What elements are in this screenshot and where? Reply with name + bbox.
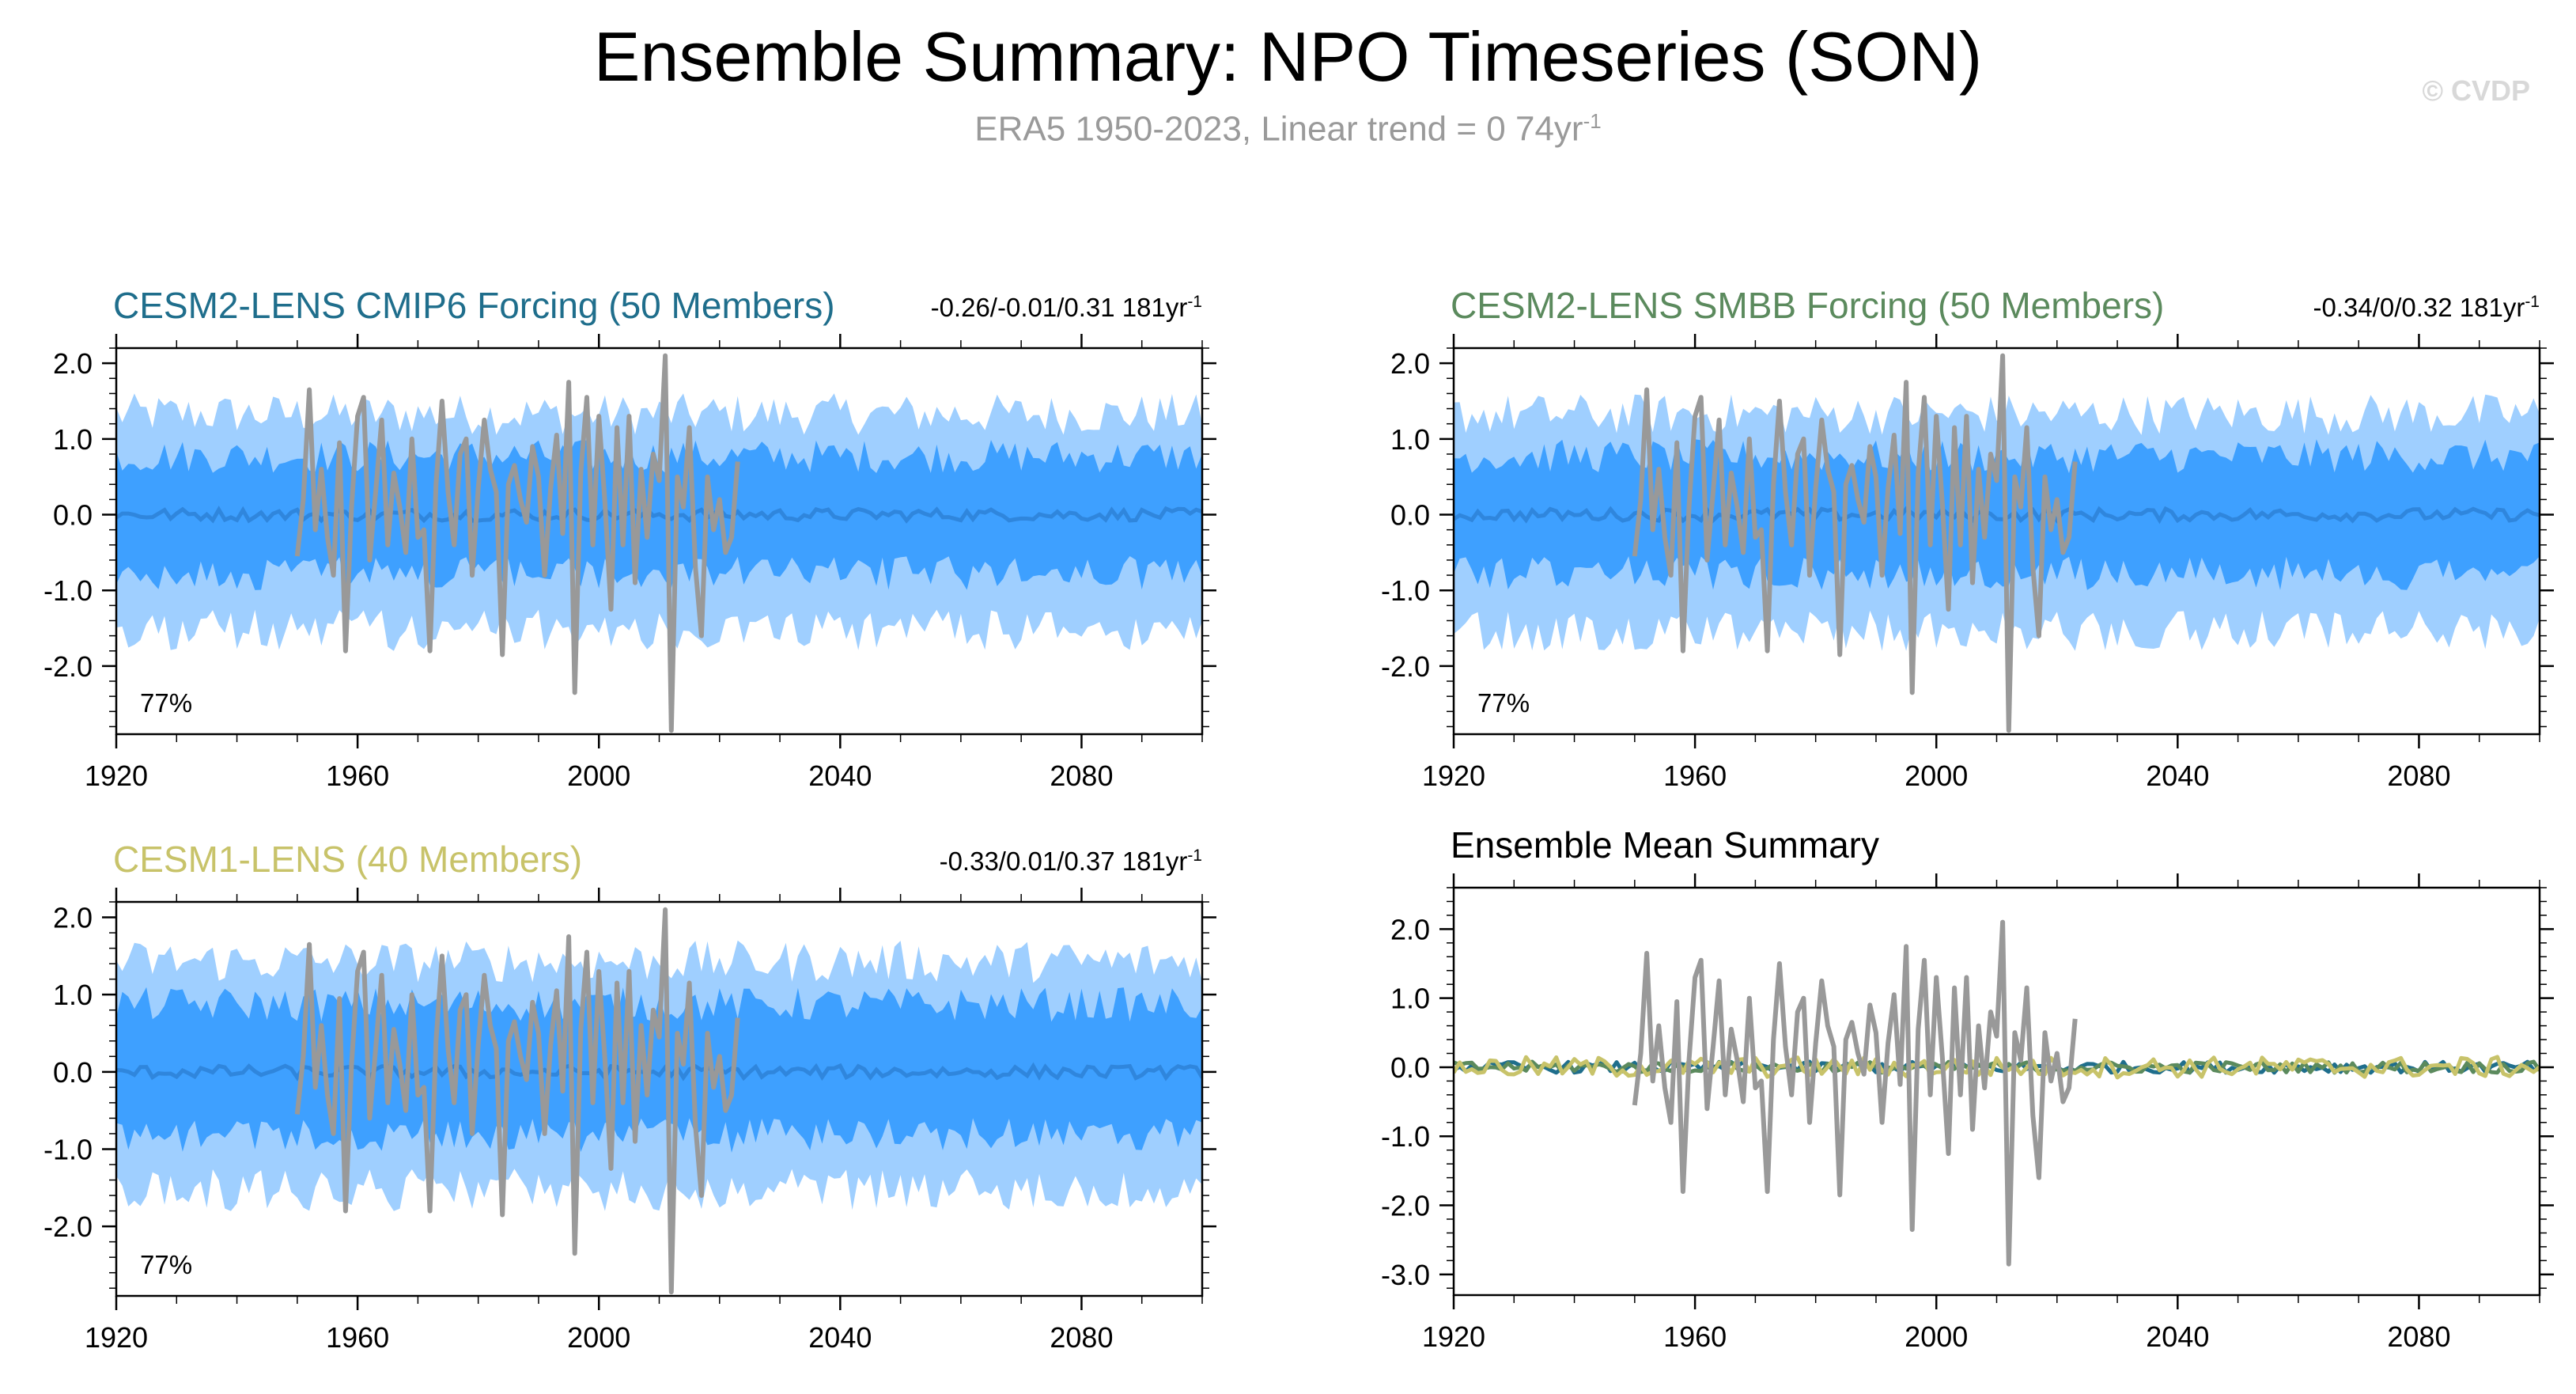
y-tick-label: -3.0 bbox=[1381, 1259, 1430, 1291]
inner-spread-band bbox=[116, 987, 1202, 1153]
inner-spread-band bbox=[1454, 439, 2540, 590]
y-tick-label: 1.0 bbox=[53, 423, 93, 456]
percent-label: 77% bbox=[1477, 688, 1530, 718]
x-tick-label: 2000 bbox=[567, 1321, 630, 1354]
panel-stats-superscript: -1 bbox=[1187, 293, 1202, 311]
panel-stats-superscript: -1 bbox=[2525, 293, 2540, 311]
y-tick-label: 0.0 bbox=[1390, 1051, 1430, 1084]
x-tick-label: 1920 bbox=[1422, 760, 1485, 792]
x-tick-label: 1960 bbox=[326, 1321, 389, 1354]
y-tick-label: 2.0 bbox=[53, 347, 93, 380]
y-tick-label: -1.0 bbox=[44, 574, 93, 607]
panel-title: CESM2-LENS SMBB Forcing (50 Members) bbox=[1451, 285, 2164, 326]
chart-panel-3: CESM1-LENS (40 Members) -0.33/0.01/0.37 1… bbox=[44, 839, 1216, 1354]
plot-area bbox=[1454, 919, 2540, 1267]
subtitle-text: ERA5 1950-2023, Linear trend = 0 74yr bbox=[974, 109, 1583, 149]
x-tick-label: 2000 bbox=[1905, 1320, 1968, 1353]
y-tick-label: 0.0 bbox=[1390, 499, 1430, 532]
y-tick-label: -2.0 bbox=[1381, 650, 1430, 683]
panel-title: CESM2-LENS CMIP6 Forcing (50 Members) bbox=[113, 285, 835, 326]
summary-series-line-2 bbox=[1454, 1059, 2540, 1075]
x-tick-label: 2040 bbox=[808, 1321, 872, 1354]
y-tick-label: -1.0 bbox=[1381, 574, 1430, 607]
percent-label: 77% bbox=[140, 1250, 192, 1279]
percent-label: 77% bbox=[140, 688, 192, 718]
observations-line bbox=[1632, 353, 2078, 733]
panel-stats-superscript: -1 bbox=[1187, 847, 1202, 865]
ensemble-mean-line bbox=[116, 506, 1202, 524]
y-tick-label: -2.0 bbox=[44, 1210, 93, 1243]
plot-area bbox=[116, 907, 1202, 1295]
chart-panel-2: CESM2-LENS SMBB Forcing (50 Members) -0.3… bbox=[1381, 285, 2554, 792]
x-tick-label: 2000 bbox=[1905, 760, 1968, 792]
y-tick-label: -2.0 bbox=[44, 650, 93, 683]
y-tick-label: 1.0 bbox=[1390, 983, 1430, 1015]
panel-stats: -0.33/0.01/0.37 181yr-1 bbox=[940, 847, 1202, 876]
panel-stats: -0.34/0/0.32 181yr-1 bbox=[2313, 293, 2540, 322]
x-tick-label: 1920 bbox=[1422, 1320, 1485, 1353]
x-tick-label: 1960 bbox=[326, 760, 389, 792]
y-tick-label: 0.0 bbox=[53, 1056, 93, 1089]
x-tick-label: 2080 bbox=[1050, 1321, 1113, 1354]
panel-stats-value: -0.26/-0.01/0.31 181yr bbox=[931, 293, 1188, 322]
plot-area bbox=[116, 353, 1202, 733]
panel-title: Ensemble Mean Summary bbox=[1451, 824, 1879, 866]
x-tick-label: 2040 bbox=[2146, 760, 2209, 792]
panel-stats-value: -0.33/0.01/0.37 181yr bbox=[940, 847, 1188, 876]
x-tick-label: 1960 bbox=[1663, 1320, 1727, 1353]
x-tick-label: 2000 bbox=[567, 760, 630, 792]
panel-stats: -0.26/-0.01/0.31 181yr-1 bbox=[931, 293, 1202, 322]
y-tick-label: 0.0 bbox=[53, 499, 93, 532]
copyright-watermark: © CVDP bbox=[2422, 74, 2530, 107]
plot-area bbox=[1454, 353, 2540, 733]
y-tick-label: 1.0 bbox=[53, 979, 93, 1011]
observations-line bbox=[294, 907, 740, 1295]
x-tick-label: 2040 bbox=[808, 760, 872, 792]
x-tick-label: 2080 bbox=[2387, 1320, 2450, 1353]
observations-line bbox=[294, 353, 740, 733]
subtitle-superscript: -1 bbox=[1583, 109, 1602, 133]
chart-panel-1: CESM2-LENS CMIP6 Forcing (50 Members) -0.… bbox=[44, 285, 1216, 792]
panel-title: CESM1-LENS (40 Members) bbox=[113, 839, 582, 880]
y-tick-label: 2.0 bbox=[1390, 347, 1430, 380]
x-tick-label: 1960 bbox=[1663, 760, 1727, 792]
y-tick-label: -1.0 bbox=[44, 1133, 93, 1165]
x-tick-label: 2080 bbox=[1050, 760, 1113, 792]
page-subtitle: ERA5 1950-2023, Linear trend = 0 74yr-1 bbox=[0, 109, 2576, 150]
page-title: Ensemble Summary: NPO Timeseries (SON) bbox=[593, 17, 1983, 96]
plot-frame bbox=[1452, 886, 2541, 1297]
summary-series-line-4 bbox=[1454, 1055, 2540, 1080]
x-tick-label: 2080 bbox=[2387, 760, 2450, 792]
x-tick-label: 1920 bbox=[85, 760, 148, 792]
summary-series-line-1 bbox=[1632, 919, 2078, 1267]
panel-stats-value: -0.34/0/0.32 181yr bbox=[2313, 293, 2525, 322]
y-tick-label: -2.0 bbox=[1381, 1190, 1430, 1222]
y-tick-label: 1.0 bbox=[1390, 423, 1430, 456]
y-tick-label: 2.0 bbox=[1390, 913, 1430, 945]
chart-panel-4: Ensemble Mean Summary 2.0 1.0 0.0 -1.0 -2.0 -3… bbox=[1381, 824, 2554, 1353]
x-tick-label: 2040 bbox=[2146, 1320, 2209, 1353]
ensemble-mean-line bbox=[1454, 506, 2540, 525]
y-tick-label: 2.0 bbox=[53, 902, 93, 934]
ensemble-mean-line bbox=[116, 1062, 1202, 1081]
y-tick-label: -1.0 bbox=[1381, 1120, 1430, 1153]
x-tick-label: 1920 bbox=[85, 1321, 148, 1354]
